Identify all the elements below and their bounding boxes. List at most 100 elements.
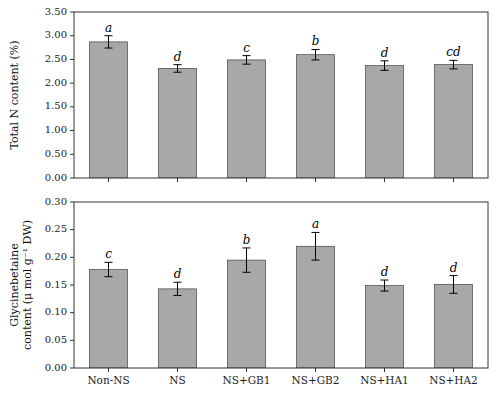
error-stem: [384, 61, 385, 70]
x-tick: [384, 368, 385, 372]
y-tick: [70, 35, 74, 36]
error-stem: [315, 49, 316, 59]
error-bar: [312, 232, 320, 260]
y-tick-label: 3.00: [45, 29, 67, 40]
y-axis-label: Total N content (%): [8, 40, 21, 149]
error-cap: [105, 262, 113, 263]
error-cap: [243, 247, 251, 248]
plot-area: [74, 202, 488, 368]
y-tick: [70, 12, 74, 13]
x-tick: [177, 178, 178, 182]
significance-letter: d: [174, 267, 182, 281]
error-bar: [312, 49, 320, 59]
y-tick-label: 0.10: [45, 306, 67, 317]
y-tick: [70, 340, 74, 341]
y-tick: [70, 257, 74, 258]
y-axis-label-line: content (μ mol g⁻¹ DW): [21, 220, 34, 350]
error-cap: [450, 275, 458, 276]
error-stem: [108, 262, 109, 276]
y-tick-label: 0.15: [45, 279, 67, 290]
error-cap: [243, 272, 251, 273]
x-tick: [315, 178, 316, 182]
error-cap: [381, 291, 389, 292]
x-tick: [453, 178, 454, 182]
x-tick-label: NS+GB1: [223, 374, 271, 386]
bar: [297, 55, 335, 178]
significance-letter: a: [105, 21, 112, 35]
plot-area: [74, 12, 488, 178]
y-tick-label: 0.30: [45, 196, 67, 207]
bar: [435, 284, 473, 368]
x-tick: [315, 368, 316, 372]
y-tick: [70, 178, 74, 179]
y-tick: [70, 285, 74, 286]
significance-letter: d: [381, 46, 389, 60]
y-tick-label: 0.50: [45, 148, 67, 159]
error-stem: [177, 282, 178, 295]
bar: [90, 42, 128, 178]
error-cap: [105, 276, 113, 277]
significance-letter: c: [243, 41, 250, 55]
error-stem: [315, 232, 316, 260]
x-tick-label: NS+GB2: [292, 374, 340, 386]
y-tick: [70, 154, 74, 155]
error-bar: [105, 36, 113, 48]
error-cap: [105, 48, 113, 49]
error-cap: [312, 260, 320, 261]
bar: [435, 65, 473, 178]
error-bar: [174, 65, 182, 73]
y-tick-label: 1.00: [45, 124, 67, 135]
bar: [297, 246, 335, 368]
bar: [228, 260, 266, 368]
error-stem: [177, 65, 178, 73]
error-stem: [453, 276, 454, 294]
significance-letter: a: [312, 217, 319, 231]
y-axis-label: Glycinebetainecontent (μ mol g⁻¹ DW): [8, 220, 34, 350]
error-cap: [243, 55, 251, 56]
marks: [90, 36, 473, 178]
plot-frame: [74, 202, 488, 368]
error-cap: [312, 49, 320, 50]
error-cap: [174, 282, 182, 283]
error-cap: [174, 72, 182, 73]
bar: [366, 66, 404, 178]
error-cap: [312, 232, 320, 233]
error-cap: [243, 64, 251, 65]
x-tick: [384, 178, 385, 182]
y-tick: [70, 59, 74, 60]
significance-letter: d: [174, 50, 182, 64]
y-tick: [70, 368, 74, 369]
error-stem: [108, 36, 109, 48]
error-stem: [246, 56, 247, 65]
x-tick-label: NS: [169, 374, 185, 386]
plot-frame: [74, 12, 488, 178]
x-tick: [453, 368, 454, 372]
error-cap: [450, 60, 458, 61]
x-tick: [246, 368, 247, 372]
error-cap: [105, 35, 113, 36]
error-cap: [174, 295, 182, 296]
x-tick-label: Non-NS: [87, 374, 129, 386]
y-tick-label: 0.00: [45, 362, 67, 373]
panel: cdbadd0.000.050.100.150.200.250.30Non-NS…: [8, 196, 488, 387]
y-tick: [70, 106, 74, 107]
chart-figure: adcbdcd0.000.501.001.502.002.503.003.50T…: [0, 0, 500, 408]
bar: [366, 286, 404, 368]
background: [0, 0, 500, 408]
y-tick: [70, 202, 74, 203]
error-bar: [450, 276, 458, 294]
x-tick: [177, 368, 178, 372]
error-bar: [243, 56, 251, 65]
y-tick: [70, 83, 74, 84]
y-tick: [70, 229, 74, 230]
y-tick-label: 2.50: [45, 53, 67, 64]
y-axis-label-line: Glycinebetaine: [8, 243, 21, 326]
x-tick-label: NS+HA1: [360, 374, 409, 386]
error-cap: [450, 68, 458, 69]
panel: adcbdcd0.000.501.001.502.002.503.003.50T…: [8, 6, 488, 183]
x-tick-label: NS+HA2: [429, 374, 478, 386]
y-tick-label: 0.25: [45, 223, 67, 234]
y-tick: [70, 130, 74, 131]
significance-letter: d: [450, 261, 458, 275]
significance-letter: b: [312, 34, 320, 48]
